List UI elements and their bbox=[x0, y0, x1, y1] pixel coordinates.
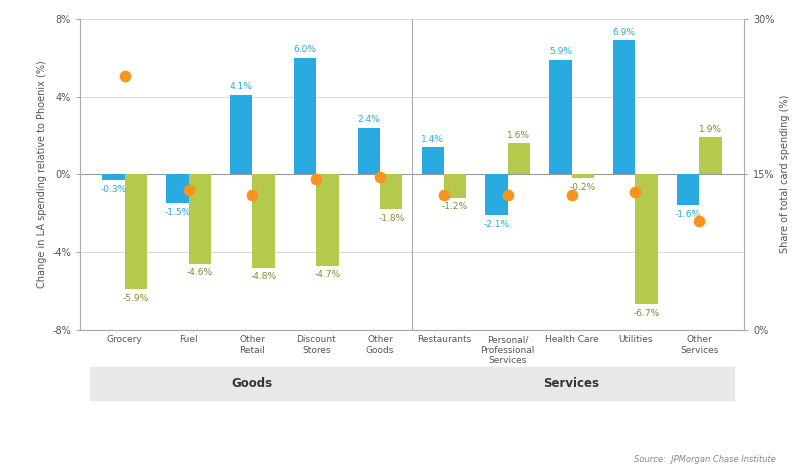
Point bbox=[438, 191, 450, 199]
Point bbox=[693, 217, 706, 225]
Point bbox=[629, 188, 642, 195]
Text: -1.8%: -1.8% bbox=[378, 214, 404, 223]
Point bbox=[310, 176, 322, 183]
Text: Source:  JPMorgan Chase Institute: Source: JPMorgan Chase Institute bbox=[634, 455, 776, 464]
Text: 1.6%: 1.6% bbox=[507, 130, 530, 140]
Text: 5.9%: 5.9% bbox=[549, 47, 572, 56]
Bar bbox=[613, 40, 635, 174]
Text: -4.6%: -4.6% bbox=[186, 268, 213, 277]
Point bbox=[502, 191, 514, 199]
Text: -6.7%: -6.7% bbox=[634, 309, 660, 318]
Text: Goods: Goods bbox=[232, 377, 273, 390]
Text: -4.8%: -4.8% bbox=[250, 272, 277, 281]
Bar bbox=[102, 174, 125, 180]
Bar bbox=[189, 174, 211, 264]
Bar bbox=[486, 174, 508, 215]
Bar bbox=[294, 57, 316, 174]
Point bbox=[246, 191, 258, 199]
Text: -5.9%: -5.9% bbox=[122, 294, 149, 303]
Text: 1.4%: 1.4% bbox=[422, 135, 444, 144]
Text: -0.3%: -0.3% bbox=[100, 185, 126, 194]
Bar bbox=[550, 60, 572, 174]
Text: -1.6%: -1.6% bbox=[675, 210, 702, 219]
Bar bbox=[166, 174, 189, 203]
Text: 6.0%: 6.0% bbox=[294, 45, 317, 54]
Bar bbox=[316, 174, 338, 266]
Bar bbox=[699, 138, 722, 174]
Text: -4.7%: -4.7% bbox=[314, 270, 341, 279]
Text: 1.9%: 1.9% bbox=[699, 125, 722, 134]
Text: -0.2%: -0.2% bbox=[570, 183, 596, 192]
Bar bbox=[380, 174, 402, 209]
Bar bbox=[572, 174, 594, 178]
Text: 6.9%: 6.9% bbox=[613, 28, 636, 37]
Bar bbox=[508, 143, 530, 174]
Point bbox=[118, 72, 131, 80]
Bar bbox=[125, 174, 147, 289]
Bar bbox=[230, 95, 252, 174]
Text: 2.4%: 2.4% bbox=[358, 115, 380, 124]
Bar bbox=[252, 174, 274, 268]
Point bbox=[182, 186, 195, 194]
Text: 4.1%: 4.1% bbox=[230, 82, 253, 91]
Y-axis label: Change in LA spending relative to Phoenix (%): Change in LA spending relative to Phoeni… bbox=[37, 60, 46, 288]
Bar bbox=[677, 174, 699, 205]
Bar bbox=[635, 174, 658, 304]
Bar bbox=[444, 174, 466, 198]
Bar bbox=[358, 128, 380, 174]
Y-axis label: Share of total card spending (%): Share of total card spending (%) bbox=[780, 95, 790, 253]
Text: -2.1%: -2.1% bbox=[483, 220, 510, 229]
Text: Services: Services bbox=[544, 377, 600, 390]
Bar bbox=[422, 147, 444, 174]
Point bbox=[566, 191, 578, 199]
Text: -1.5%: -1.5% bbox=[164, 208, 190, 217]
Point bbox=[374, 174, 386, 181]
Text: -1.2%: -1.2% bbox=[442, 203, 468, 211]
